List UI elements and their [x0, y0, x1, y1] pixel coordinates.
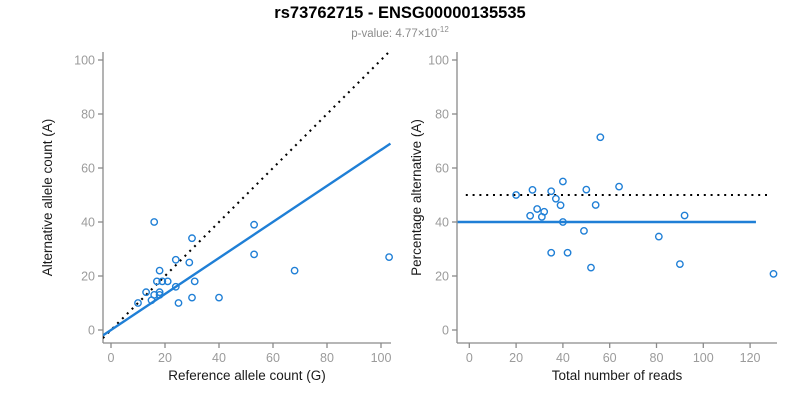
data-point — [188, 293, 196, 302]
data-point — [582, 185, 591, 194]
data-point — [512, 191, 520, 199]
x-tick-label: 120 — [740, 351, 761, 365]
panel-left: 0 20 40 60 80 100 0 20 40 60 80 100 Reference allele… — [40, 52, 393, 383]
data-point — [563, 248, 572, 257]
data-point — [171, 282, 180, 291]
figure-title: rs73762715 - ENSG00000135535 — [274, 4, 526, 22]
fit-line — [103, 142, 391, 337]
data-point — [580, 227, 588, 235]
y-tick-label: 20 — [81, 270, 95, 284]
x-axis-title: Total number of reads — [552, 368, 683, 383]
y-tick-label: 40 — [81, 216, 95, 230]
data-point — [591, 201, 600, 209]
data-point — [680, 211, 689, 220]
x-tick-label: 60 — [603, 351, 617, 365]
y-tick-label: 60 — [435, 162, 449, 176]
y-tick-label: 0 — [442, 324, 449, 338]
y-tick-label: 100 — [428, 54, 449, 68]
data-point — [551, 194, 560, 203]
x-tick-label: 100 — [693, 351, 714, 365]
x-tick-label: 0 — [108, 351, 115, 365]
data-point — [556, 201, 565, 210]
x-tick-label: 20 — [509, 351, 523, 365]
data-point — [547, 248, 556, 257]
y-tick-label: 80 — [435, 108, 449, 122]
y-tick-label: 100 — [74, 54, 95, 68]
data-point — [190, 277, 199, 286]
data-point — [215, 293, 223, 302]
data-point — [533, 205, 542, 213]
data-point — [537, 212, 546, 221]
x-tick-label: 60 — [266, 351, 280, 365]
data-point — [615, 182, 623, 191]
y-tick-label: 40 — [435, 216, 449, 230]
data-point — [250, 220, 259, 229]
y-tick-label: 80 — [81, 108, 95, 122]
y-axis-title: Alternative allele count (A) — [40, 119, 55, 277]
data-point — [185, 258, 194, 267]
data-point — [547, 187, 556, 196]
y-axis-title: Percentage alternative (A) — [409, 119, 424, 276]
data-point — [587, 263, 595, 272]
data-point — [559, 177, 567, 186]
data-point — [155, 288, 164, 297]
data-point — [150, 218, 159, 226]
data-point — [290, 266, 299, 275]
x-tick-label: 80 — [320, 351, 334, 365]
y-tick-label: 0 — [88, 324, 95, 338]
data-point — [676, 260, 684, 269]
data-point — [385, 253, 393, 262]
y-tick-label: 20 — [435, 270, 449, 284]
x-tick-label: 0 — [466, 351, 473, 365]
data-point — [152, 277, 161, 286]
pvalue-exponent: -12 — [437, 25, 449, 34]
x-tick-label: 80 — [650, 351, 664, 365]
data-point — [142, 288, 151, 297]
data-point — [155, 266, 164, 275]
data-point — [134, 299, 142, 307]
data-point — [158, 277, 167, 286]
data-point — [174, 299, 183, 307]
panel-right: 0 20 40 60 80 100 120 0 20 40 60 80 100 Total number … — [409, 52, 778, 383]
data-point — [654, 232, 663, 241]
data-point — [596, 133, 605, 142]
x-tick-label: 40 — [212, 351, 226, 365]
x-tick-label: 40 — [556, 351, 570, 365]
data-point — [250, 250, 259, 259]
figure-subtitle: p-value: 4.77×10-12 — [0, 25, 800, 40]
data-point — [528, 185, 537, 194]
data-point — [188, 234, 196, 243]
x-tick-label: 20 — [158, 351, 172, 365]
data-point — [171, 255, 180, 264]
y-tick-label: 60 — [81, 162, 95, 176]
data-point — [769, 269, 778, 278]
data-point — [155, 290, 164, 299]
x-axis-title: Reference allele count (G) — [168, 368, 326, 383]
x-tick-label: 100 — [371, 351, 392, 365]
data-point — [559, 218, 567, 226]
data-point — [526, 211, 535, 220]
data-point — [163, 277, 172, 286]
pvalue-text: p-value: 4.77×10 — [351, 27, 438, 40]
